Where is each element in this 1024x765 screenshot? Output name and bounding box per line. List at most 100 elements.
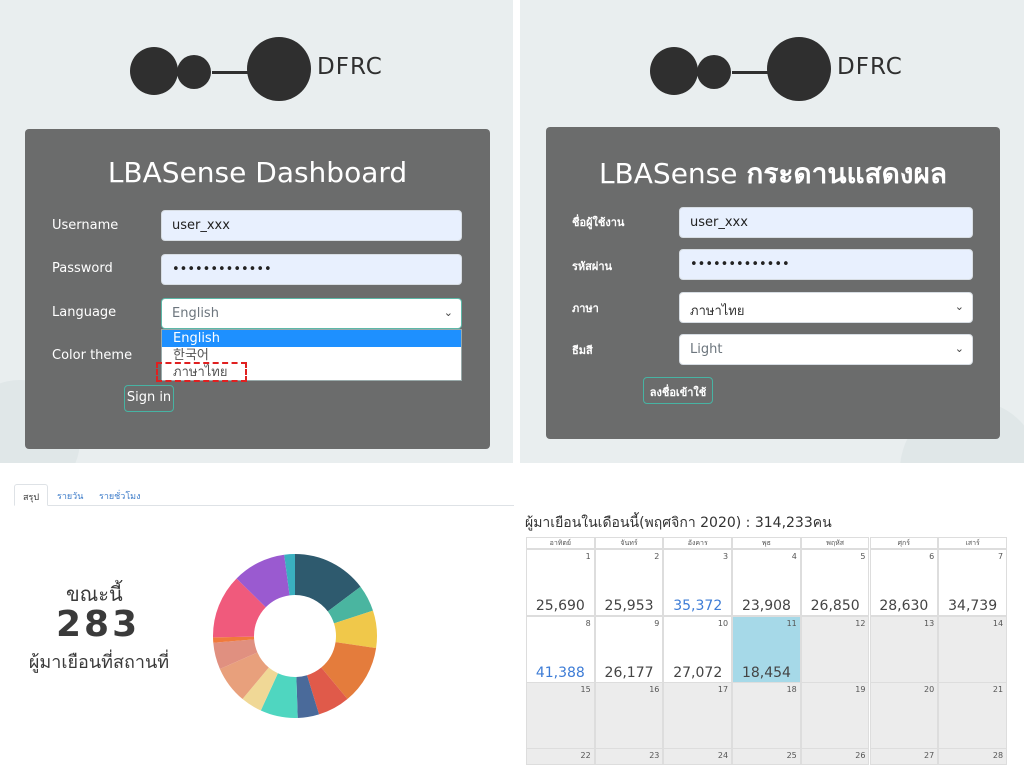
title-prefix: LBASense xyxy=(598,157,747,190)
visitor-count: 34,739 xyxy=(948,598,998,614)
weekday-header: ศุกร์ xyxy=(869,537,939,549)
weekday-header: อังคาร xyxy=(663,537,733,549)
calendar-day[interactable]: 20 xyxy=(869,682,939,749)
calendar-day[interactable]: 19 xyxy=(800,682,870,749)
donut-slice xyxy=(321,642,377,700)
calendar-day[interactable]: 25 xyxy=(732,748,801,765)
language-option-english[interactable]: English xyxy=(162,330,461,347)
calendar-day[interactable]: 2 25,953 xyxy=(594,549,664,616)
day-number: 9 xyxy=(654,619,660,628)
now-count: 283 xyxy=(56,604,141,645)
username-input[interactable]: user_xxx xyxy=(161,210,462,241)
username-label: Username xyxy=(52,218,119,233)
calendar-day[interactable]: 10 27,072 xyxy=(663,616,733,683)
calendar-day[interactable]: 3 35,372 xyxy=(663,549,733,616)
calendar-day[interactable]: 13 xyxy=(869,616,939,683)
sign-in-button[interactable]: Sign in xyxy=(124,385,174,412)
day-number: 14 xyxy=(992,619,1004,628)
donut-slice xyxy=(284,554,295,596)
weekday-header: เสาร์ xyxy=(938,537,1008,549)
calendar-day[interactable]: 28 xyxy=(938,748,1008,765)
calendar-day[interactable]: 16 xyxy=(594,682,664,749)
calendar-day[interactable]: 11 18,454 xyxy=(732,616,801,683)
language-select[interactable]: English ⌄ xyxy=(161,298,462,329)
visitor-count: 26,850 xyxy=(810,598,860,614)
donut-slice xyxy=(213,578,266,638)
chevron-down-icon: ⌄ xyxy=(954,300,964,313)
calendar-day[interactable]: 5 26,850 xyxy=(800,549,870,616)
donut-slice xyxy=(242,667,278,711)
donut-slice xyxy=(236,554,290,608)
username-input[interactable]: user_xxx xyxy=(679,207,973,238)
donut-slice xyxy=(260,673,298,718)
weekday-header: พุธ xyxy=(732,537,801,549)
calendar-day[interactable]: 17 xyxy=(663,682,733,749)
day-number: 8 xyxy=(585,619,591,628)
day-number: 7 xyxy=(997,552,1004,561)
day-number: 16 xyxy=(649,685,660,694)
calendar-day[interactable]: 7 34,739 xyxy=(938,549,1008,616)
calendar-day[interactable]: 21 xyxy=(938,682,1008,749)
visitor-count: 35,372 xyxy=(673,598,723,614)
tab-summary[interactable]: สรุป xyxy=(14,484,49,506)
day-number: 18 xyxy=(786,685,797,694)
language-select-value: ภาษาไทย xyxy=(690,304,745,319)
login-panel-thai: DFRC LBASense กระดานแสดงผล ชื่อผู้ใช้งาน… xyxy=(520,0,1024,463)
calendar-day[interactable]: 15 xyxy=(526,682,595,749)
calendar-day[interactable]: 8 41,388 xyxy=(526,616,595,683)
visitor-count: 23,908 xyxy=(741,598,791,614)
calendar-day[interactable]: 14 xyxy=(938,616,1008,683)
day-number: 26 xyxy=(855,751,866,760)
page-title: LBASense Dashboard xyxy=(107,156,408,189)
calendar-day[interactable]: 18 xyxy=(732,682,801,749)
day-number: 22 xyxy=(580,751,591,760)
calendar-day[interactable]: 1 25,690 xyxy=(526,549,595,616)
logo-text: DFRC xyxy=(317,54,383,80)
calendar-day[interactable]: 23 xyxy=(594,748,664,765)
weekday-header: พฤหัส xyxy=(800,537,870,549)
day-number: 6 xyxy=(929,552,935,561)
calendar-day[interactable]: 6 28,630 xyxy=(869,549,939,616)
calendar-day[interactable]: 26 xyxy=(800,748,870,765)
day-number: 15 xyxy=(580,685,591,694)
visitor-calendar: อาทิตย์ จันทร์ อังคาร พุธ พฤหัส ศุกร์ เสาร์ 1 25… xyxy=(526,537,1008,765)
calendar-day[interactable]: 9 26,177 xyxy=(594,616,664,683)
theme-select-value: Light xyxy=(690,342,723,357)
now-subtitle: ผู้มาเยือนที่สถานที่ xyxy=(28,652,170,673)
day-number: 25 xyxy=(786,751,797,760)
day-number: 17 xyxy=(717,685,729,694)
dashboard-panel: สรุป รายวัน รายชั่วโมง ขณะนี้ 283 ผู้มาเ… xyxy=(0,472,1024,765)
password-input[interactable]: ••••••••••••• xyxy=(161,254,462,285)
day-number: 21 xyxy=(992,685,1004,694)
language-option-thai[interactable]: ภาษาไทย xyxy=(173,365,228,380)
donut-slice xyxy=(333,610,377,649)
chevron-down-icon: ⌄ xyxy=(443,306,453,319)
day-number: 11 xyxy=(786,619,797,628)
page-title: LBASense กระดานแสดงผล xyxy=(546,152,1000,196)
weekday-header: จันทร์ xyxy=(594,537,664,549)
day-number: 19 xyxy=(855,685,866,694)
donut-slice xyxy=(296,675,320,718)
day-number: 23 xyxy=(649,751,660,760)
visitor-count: 18,454 xyxy=(741,665,791,681)
donut-slice xyxy=(213,639,258,669)
now-label: ขณะนี้ xyxy=(66,582,123,606)
calendar-day[interactable]: 27 xyxy=(869,748,939,765)
password-input[interactable]: ••••••••••••• xyxy=(679,249,973,280)
sign-in-button[interactable]: ลงชื่อเข้าใช้ xyxy=(643,377,713,404)
calendar-day[interactable]: 12 xyxy=(800,616,870,683)
language-dropdown: English 한국어 ภาษาไทย xyxy=(161,329,462,381)
donut-slice xyxy=(307,667,348,715)
tab-hourly[interactable]: รายชั่วโมง xyxy=(99,492,141,502)
visitor-count: 26,177 xyxy=(604,665,654,681)
theme-select[interactable]: Light ⌄ xyxy=(679,334,973,365)
day-number: 28 xyxy=(992,751,1004,760)
tab-daily[interactable]: รายวัน xyxy=(57,492,84,502)
visitor-donut-chart xyxy=(213,554,377,718)
language-option-korean[interactable]: 한국어 xyxy=(173,348,209,363)
language-select[interactable]: ภาษาไทย ⌄ xyxy=(679,292,973,323)
login-card: LBASense กระดานแสดงผล ชื่อผู้ใช้งาน user… xyxy=(546,127,1000,439)
calendar-day[interactable]: 4 23,908 xyxy=(732,549,801,616)
calendar-day[interactable]: 24 xyxy=(663,748,733,765)
calendar-day[interactable]: 22 xyxy=(526,748,595,765)
